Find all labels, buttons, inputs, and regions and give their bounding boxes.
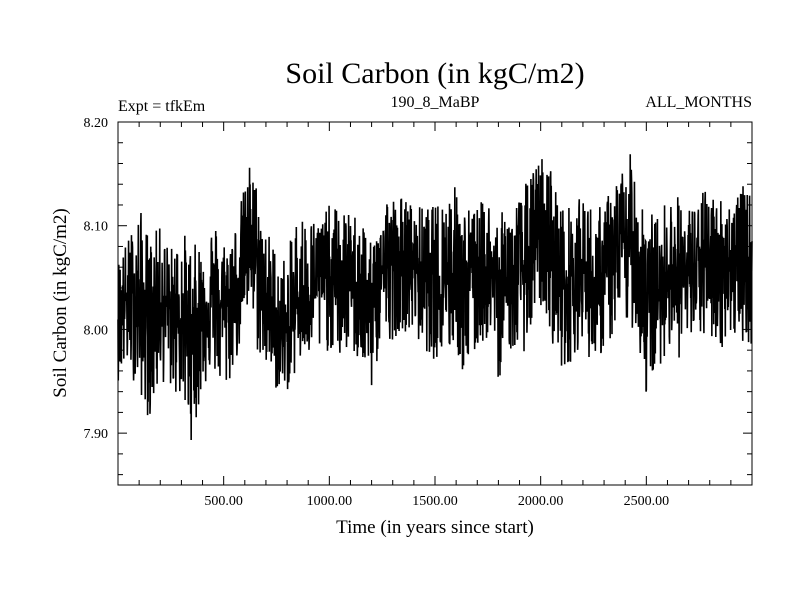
y-tick-label: 8.10 [84, 220, 109, 235]
x-tick-label: 1500.00 [412, 494, 458, 509]
series-layer [117, 154, 753, 441]
y-tick-label: 8.00 [84, 323, 109, 338]
series-line [117, 154, 753, 441]
tick-marks [118, 121, 752, 485]
months-label: ALL_MONTHS [645, 94, 752, 111]
experiment-label: Expt = tfkEm [118, 98, 206, 115]
y-tick-label: 7.90 [84, 427, 109, 442]
y-axis-label: Soil Carbon (in kgC/m2) [50, 208, 71, 397]
tick-labels: 500.00 1000.00 1500.00 2000.00 2500.00 7.90 8.… [84, 116, 670, 509]
chart-title: Soil Carbon (in kgC/m2) [285, 57, 584, 90]
x-tick-label: 2500.00 [624, 494, 670, 509]
x-tick-label: 500.00 [204, 494, 243, 509]
plot-frame [117, 121, 753, 486]
x-tick-label: 1000.00 [307, 494, 353, 509]
x-axis-label: Time (in years since start) [336, 517, 534, 538]
x-tick-label: 2000.00 [518, 494, 564, 509]
period-label: 190_8_MaBP [391, 94, 480, 111]
y-tick-label: 8.20 [84, 116, 109, 131]
